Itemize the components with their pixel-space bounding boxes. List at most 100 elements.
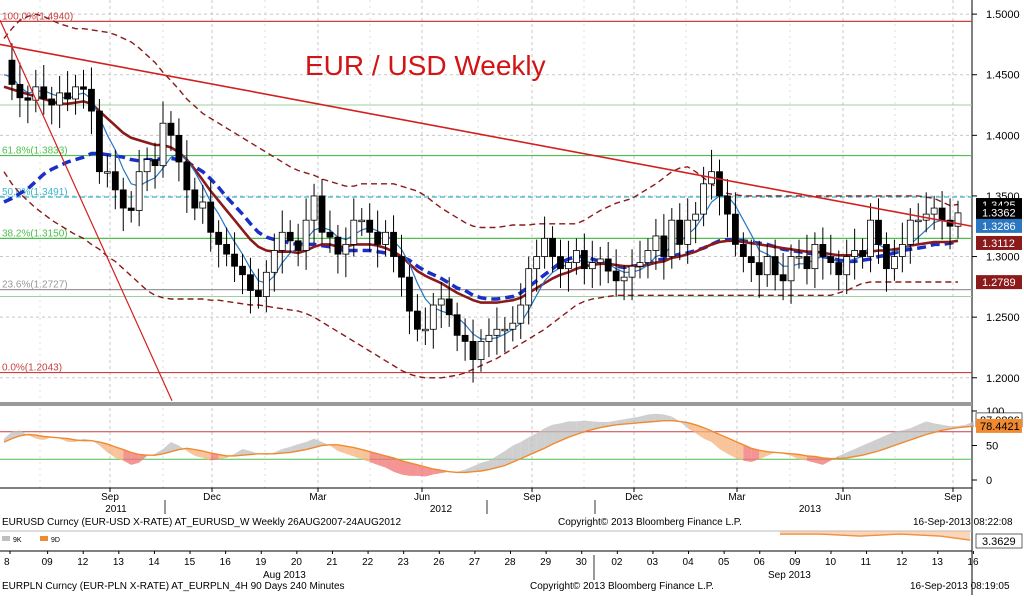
candle-body xyxy=(223,244,231,255)
x-year-label: 2012 xyxy=(430,504,453,515)
osc-fill xyxy=(536,428,545,452)
osc-price-tag xyxy=(976,418,1022,433)
candle-body xyxy=(954,212,962,227)
x-month-label: Mar xyxy=(728,492,746,503)
osc-fill xyxy=(703,427,712,443)
osc-fill xyxy=(496,451,505,468)
candle-body xyxy=(278,231,286,251)
osc-fill xyxy=(902,428,911,443)
fib-level-label: 61.8%(1.3833) xyxy=(2,146,68,157)
candle-body xyxy=(795,256,803,259)
candle-body xyxy=(135,171,143,211)
candle-body xyxy=(175,134,183,163)
candle-body xyxy=(88,88,95,112)
osc-fill xyxy=(544,424,553,449)
candle-body xyxy=(270,250,278,273)
osc-fill xyxy=(99,442,108,453)
price-tag-label: 1.3112 xyxy=(982,238,1015,250)
sub-x-day-label: 16 xyxy=(220,557,232,568)
candle-body xyxy=(676,219,684,245)
sub-x-day-label: 11 xyxy=(861,557,872,568)
candle-body xyxy=(580,250,588,270)
candle-body xyxy=(843,256,851,276)
sub-x-day-label: 27 xyxy=(469,557,481,568)
osc-fill xyxy=(234,448,243,456)
candle-body xyxy=(374,231,382,245)
osc-fill xyxy=(751,448,760,463)
x-month-label: Jun xyxy=(414,492,430,503)
candle-body xyxy=(318,195,326,233)
candle-body xyxy=(406,276,413,312)
candle-body xyxy=(684,219,692,245)
osc-fill xyxy=(671,416,680,422)
candle-body xyxy=(437,298,445,306)
candle-body xyxy=(493,328,501,336)
osc-fill xyxy=(870,438,879,454)
candle-body xyxy=(747,256,755,264)
osc-fill xyxy=(465,466,474,473)
candle-body xyxy=(398,256,405,278)
x-year-label: 2011 xyxy=(105,504,127,515)
candle-body xyxy=(517,304,525,324)
y-tick-label: 1.5000 xyxy=(986,9,1020,21)
candle-body xyxy=(461,334,469,342)
candle-body xyxy=(167,122,175,136)
candle-body xyxy=(930,207,938,215)
fib-level-label: 0.0%(1.2043) xyxy=(2,363,62,374)
sub-x-day-label: 20 xyxy=(291,557,303,568)
osc-fill xyxy=(353,447,362,460)
osc-fill xyxy=(965,421,974,427)
osc-fill xyxy=(393,457,402,475)
candle-body xyxy=(668,219,676,257)
price-tag xyxy=(976,235,1022,250)
candle-body xyxy=(334,236,342,255)
candle-body xyxy=(207,201,215,233)
price-tag-label: 1.2789 xyxy=(982,277,1016,289)
osc-fill xyxy=(202,451,211,461)
osc-fill xyxy=(337,444,346,454)
sub-x-day-label: 8 xyxy=(4,557,10,568)
sub-x-day-label: 09 xyxy=(789,557,801,568)
y-tick-label: 1.4000 xyxy=(986,130,1020,142)
candle-body xyxy=(700,183,707,215)
osc-fill xyxy=(727,437,736,458)
candle-body xyxy=(247,274,254,291)
candle-body xyxy=(549,237,556,257)
osc-fill xyxy=(655,413,664,422)
candle-body xyxy=(366,219,374,233)
footer-line1-center: Copyright© 2013 Bloomberg Finance L.P. xyxy=(558,517,742,528)
osc-fill xyxy=(822,457,831,465)
price-tag-label: 1.3286 xyxy=(982,221,1016,233)
osc-fill xyxy=(417,464,426,477)
candle-body xyxy=(914,219,922,223)
candle-body xyxy=(541,237,548,257)
legend-swatch-9k xyxy=(2,536,10,541)
osc-price-tag-label: 78.4421 xyxy=(980,421,1020,433)
sub-x-day-label: 22 xyxy=(362,557,374,568)
osc-fill xyxy=(886,431,895,449)
osc-fill xyxy=(806,455,815,463)
candle-body xyxy=(8,59,16,85)
osc-fill xyxy=(846,448,855,458)
sub-x-day-label: 29 xyxy=(540,557,552,568)
sub-x-day-label: 19 xyxy=(255,557,267,568)
candle-body xyxy=(286,231,294,242)
osc-fill xyxy=(624,417,633,425)
osc-fill xyxy=(576,420,585,435)
osc-y-tick-label: 0 xyxy=(986,475,992,487)
osc-fill xyxy=(504,445,513,466)
osc-fill xyxy=(170,442,179,452)
osc-fill xyxy=(91,439,100,446)
candle-body xyxy=(875,219,882,245)
candle-body xyxy=(525,268,533,306)
osc-fill xyxy=(568,421,577,438)
candle-body xyxy=(771,256,779,276)
candle-body xyxy=(485,334,493,342)
y-tick-label: 1.2000 xyxy=(986,373,1020,385)
candle-body xyxy=(819,244,827,257)
x-month-label: Dec xyxy=(203,492,221,503)
sub-x-day-label: 16 xyxy=(967,557,979,568)
sub-x-day-label: 09 xyxy=(42,557,54,568)
candle-body xyxy=(739,244,747,257)
candle-body xyxy=(143,159,151,173)
